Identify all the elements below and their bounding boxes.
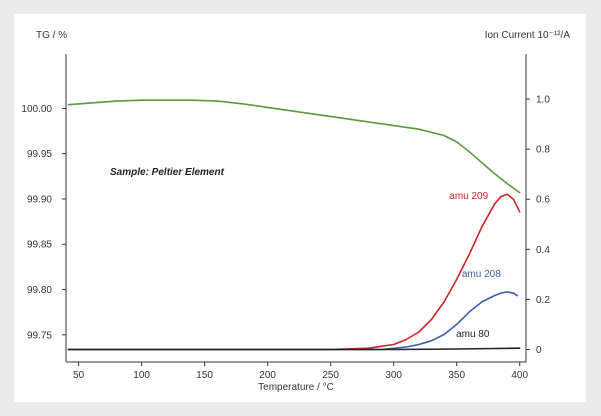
x-tick-label: 250 bbox=[322, 370, 339, 381]
x-tick-label: 400 bbox=[511, 370, 528, 381]
series-line-amu-208 bbox=[67, 291, 519, 351]
left-y-tick-label: 99.80 bbox=[27, 285, 52, 296]
series-label-amu-208: amu 208 bbox=[462, 269, 501, 280]
x-tick-label: 350 bbox=[448, 370, 465, 381]
left-y-tick-label: 100.00 bbox=[21, 104, 52, 115]
series-labels: amu 209 amu 208 amu 80 bbox=[449, 191, 501, 340]
right-y-tick-label: 0 bbox=[536, 345, 542, 356]
sample-annotation: Sample: Peltier Element bbox=[110, 167, 225, 178]
series-line-amu-80 bbox=[67, 347, 521, 351]
x-tick-label: 300 bbox=[385, 370, 402, 381]
series-line-amu-209 bbox=[67, 193, 521, 351]
x-tick-label: 100 bbox=[133, 370, 150, 381]
right-y-tick-label: 0.8 bbox=[536, 145, 550, 156]
left-y-tick-label: 99.90 bbox=[27, 194, 52, 205]
series-label-amu-80: amu 80 bbox=[456, 329, 490, 340]
left-y-tick-label: 99.75 bbox=[27, 330, 52, 341]
chart-frame: 50 100 150 200 250 300 350 400 99.75 99.80 99.85 9… bbox=[14, 14, 586, 402]
tg-ms-chart: 50 100 150 200 250 300 350 400 99.7599.8099.859… bbox=[21, 30, 571, 393]
axes bbox=[65, 54, 527, 363]
x-ticks: 50 100 150 200 250 300 350 400 bbox=[73, 362, 528, 381]
series-lines bbox=[67, 99, 521, 351]
x-tick-label: 50 bbox=[73, 370, 85, 381]
right-y-tick-label: 1.0 bbox=[536, 95, 550, 106]
right-y-tick-label: 0.4 bbox=[536, 245, 550, 256]
x-tick-label: 200 bbox=[259, 370, 276, 381]
left-y-tick-label: 99.85 bbox=[27, 240, 52, 251]
right-y-tick-label: 0.2 bbox=[536, 295, 550, 306]
right-y-tick-label: 0.6 bbox=[536, 195, 550, 206]
x-axis-title: Temperature / °C bbox=[258, 382, 334, 393]
right-y-axis-title: Ion Current 10⁻¹²/A bbox=[485, 30, 571, 41]
series-label-amu-209: amu 209 bbox=[449, 191, 488, 202]
series-line-tg bbox=[67, 99, 521, 194]
left-y-tick-label: 99.95 bbox=[27, 149, 52, 160]
right-y-ticks: 0 0.2 0.4 0.6 0.8 1.0 bbox=[526, 95, 550, 356]
left-y-axis-title: TG / % bbox=[36, 30, 67, 41]
x-tick-label: 150 bbox=[196, 370, 213, 381]
left-y-ticks: 99.75 99.80 99.85 99.90 99.95 100.00 bbox=[21, 104, 66, 341]
